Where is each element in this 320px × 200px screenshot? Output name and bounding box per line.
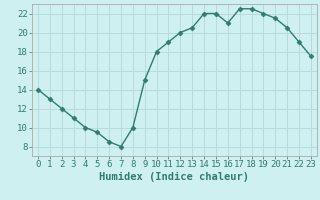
X-axis label: Humidex (Indice chaleur): Humidex (Indice chaleur) (100, 172, 249, 182)
